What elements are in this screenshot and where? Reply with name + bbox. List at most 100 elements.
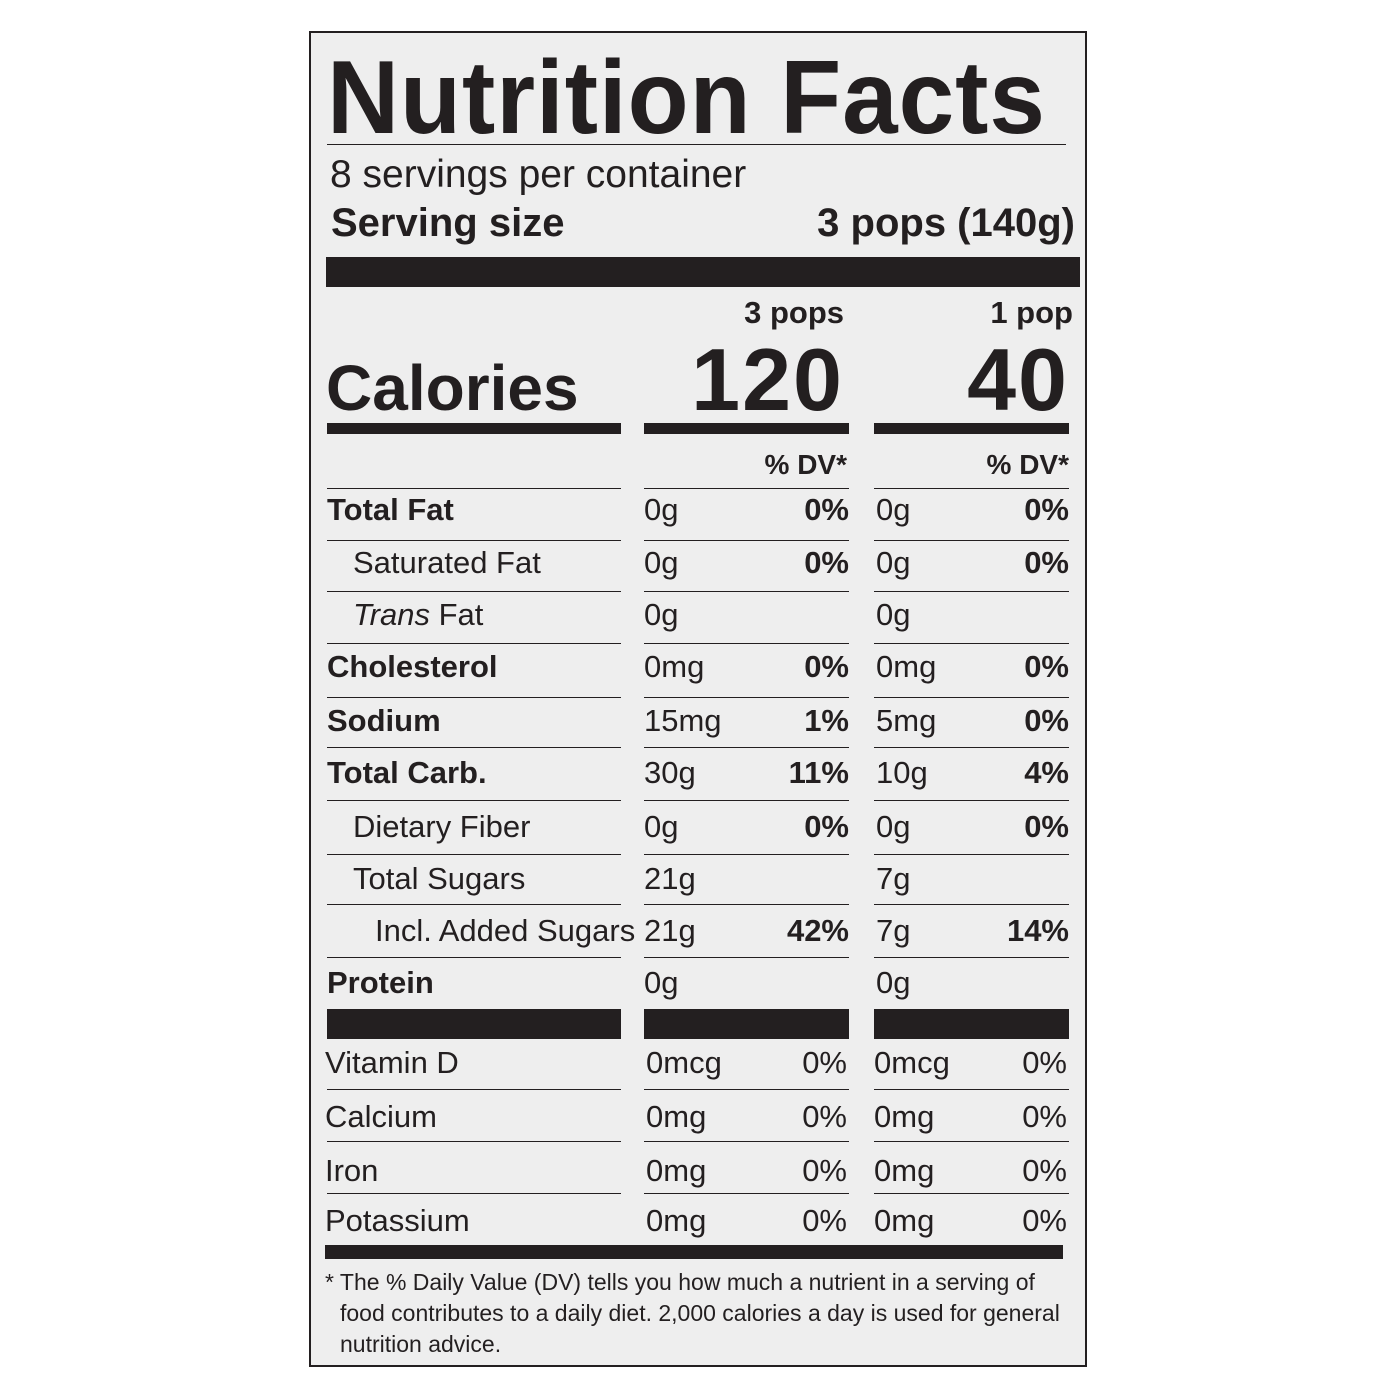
row-divider-1 [644, 540, 849, 541]
dv-header-b: % DV* [986, 449, 1069, 480]
thick-divider-b [874, 1009, 1069, 1039]
row-divider-1 [644, 800, 849, 801]
dv-a: 1% [804, 703, 849, 738]
serving-size-label: Serving size [331, 201, 565, 245]
row-divider-1 [644, 591, 849, 592]
row-divider-0 [327, 488, 621, 489]
row-divider-1 [644, 904, 849, 905]
vitamin-divider-0 [327, 1089, 621, 1090]
dv-a: 11% [788, 755, 849, 790]
nutrient-name: Incl. Added Sugars [375, 913, 636, 948]
vitamin-divider-2 [874, 1193, 1069, 1194]
amount-a: 0g [644, 809, 679, 844]
dv-a: 42% [786, 913, 849, 948]
amount-b: 0mg [874, 1203, 935, 1238]
vitamin-name: Potassium [325, 1203, 470, 1238]
footnote: * The % Daily Value (DV) tells you how m… [325, 1267, 1077, 1360]
dv-b: 0% [1024, 545, 1069, 580]
vitamin-name: Iron [325, 1153, 379, 1188]
row-divider-0 [327, 697, 621, 698]
dv-b: 14% [1006, 913, 1069, 948]
dv-header-a: % DV* [764, 449, 847, 480]
column-header-b: 1 pop [990, 295, 1073, 330]
vitamin-divider-2 [874, 1141, 1069, 1142]
amount-a: 0mg [646, 1153, 707, 1188]
calories-value-b: 40 [967, 330, 1069, 429]
label-title: Nutrition Facts [327, 40, 1046, 156]
amount-b: 0g [876, 597, 911, 632]
nutrient-name: Cholesterol [327, 649, 498, 684]
amount-a: 0g [644, 965, 679, 1000]
row-divider-0 [327, 957, 621, 958]
dv-b: 0% [1024, 649, 1069, 684]
dv-a: 0% [804, 809, 849, 844]
row-divider-1 [644, 747, 849, 748]
dv-b: 0% [1022, 1045, 1067, 1080]
calories-bar-name [327, 423, 621, 434]
dv-a: 0% [804, 545, 849, 580]
amount-a: 0g [644, 545, 679, 580]
amount-b: 0g [876, 545, 911, 580]
row-divider-2 [874, 643, 1069, 644]
row-divider-2 [874, 747, 1069, 748]
vitamin-divider-1 [644, 1089, 849, 1090]
amount-a: 30g [644, 755, 696, 790]
amount-a: 0g [644, 492, 679, 527]
amount-b: 0mcg [874, 1045, 950, 1080]
amount-b: 7g [876, 861, 911, 896]
amount-a: 0mg [646, 1099, 707, 1134]
vitamin-name: Calcium [325, 1099, 437, 1134]
row-divider-0 [327, 591, 621, 592]
servings-per-container: 8 servings per container [330, 153, 747, 196]
dv-b: 0% [1022, 1099, 1067, 1134]
row-divider-1 [644, 957, 849, 958]
dv-a: 0% [802, 1045, 847, 1080]
serving-size-value: 3 pops (140g) [817, 201, 1075, 245]
amount-b: 10g [876, 755, 928, 790]
thick-divider-name [327, 1009, 621, 1039]
nutrient-name: Total Fat [327, 492, 454, 527]
dv-b: 0% [1024, 809, 1069, 844]
row-divider-2 [874, 591, 1069, 592]
nutrient-name: Total Sugars [353, 861, 526, 896]
vitamin-divider-1 [644, 1141, 849, 1142]
row-divider-0 [327, 540, 621, 541]
footnote-text: * The % Daily Value (DV) tells you how m… [325, 1269, 1060, 1357]
amount-b: 0g [876, 809, 911, 844]
calories-label: Calories [326, 352, 579, 424]
amount-a: 0mg [646, 1203, 707, 1238]
amount-b: 0mg [874, 1099, 935, 1134]
row-divider-2 [874, 697, 1069, 698]
row-divider-1 [644, 854, 849, 855]
vitamin-divider-2 [874, 1089, 1069, 1090]
vitamin-divider-1 [644, 1193, 849, 1194]
amount-a: 0g [644, 597, 679, 632]
row-divider-1 [644, 643, 849, 644]
dv-b: 0% [1022, 1203, 1067, 1238]
amount-a: 0mg [644, 649, 705, 684]
row-divider-2 [874, 957, 1069, 958]
dv-b: 0% [1022, 1153, 1067, 1188]
title-divider [327, 144, 1066, 145]
nutrient-name: Dietary Fiber [353, 809, 531, 844]
row-divider-2 [874, 800, 1069, 801]
nutrient-name: Trans Fat [327, 597, 483, 633]
nutrient-name: Sodium [327, 703, 441, 738]
nutrient-name: Protein [327, 965, 434, 1000]
calories-bar-b [874, 423, 1069, 434]
dv-a: 0% [802, 1099, 847, 1134]
calories-value-a: 120 [691, 330, 844, 429]
row-divider-1 [644, 488, 849, 489]
row-divider-1 [644, 697, 849, 698]
dv-a: 0% [804, 492, 849, 527]
row-divider-0 [327, 643, 621, 644]
row-divider-2 [874, 488, 1069, 489]
nutrient-name: Saturated Fat [353, 545, 541, 580]
amount-a: 0mcg [646, 1045, 722, 1080]
row-divider-2 [874, 904, 1069, 905]
vitamin-divider-0 [327, 1141, 621, 1142]
vitamin-name: Vitamin D [325, 1045, 459, 1080]
nutrient-name-italic: Trans [353, 597, 430, 632]
nutrition-facts-label: Nutrition Facts 8 servings per container… [309, 31, 1087, 1367]
amount-a: 21g [644, 913, 696, 948]
